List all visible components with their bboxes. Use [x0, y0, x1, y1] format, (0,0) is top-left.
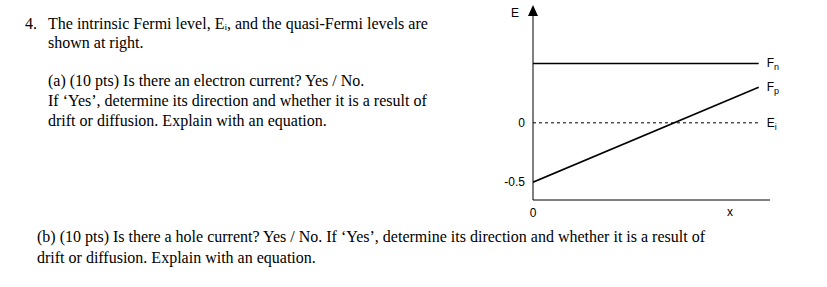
html-text:x: x	[727, 205, 733, 219]
svg-text:-0.5: -0.5	[504, 175, 525, 189]
html-text:drift or diffusion. Explain wi: drift or diffusion. Explain with an equa…	[48, 112, 327, 129]
html-text:E: E	[511, 6, 519, 20]
svg-text:0: 0	[530, 206, 537, 220]
html-text:(b) (10 pts) Is there a hole c: (b) (10 pts) Is there a hole current? Ye…	[37, 228, 705, 245]
svg-text:0: 0	[518, 116, 525, 130]
svg-text:Fp: Fp	[767, 80, 779, 96]
html-text:4.: 4.	[25, 15, 37, 32]
html-text:drift or diffusion. Explain wi: drift or diffusion. Explain with an equa…	[37, 249, 316, 266]
html-text:(a) (10 pts) Is there an elect: (a) (10 pts) Is there an electron curren…	[48, 72, 365, 89]
html-text:The intrinsic Fermi level, Eᵢ,: The intrinsic Fermi level, Eᵢ, and the q…	[48, 15, 428, 32]
html-text:If ‘Yes’, determine its direct: If ‘Yes’, determine its direction and wh…	[48, 92, 427, 109]
svg-text:Ei: Ei	[767, 116, 777, 132]
html-text:shown at right.: shown at right.	[48, 34, 144, 51]
svg-text:Fn: Fn	[767, 56, 779, 72]
